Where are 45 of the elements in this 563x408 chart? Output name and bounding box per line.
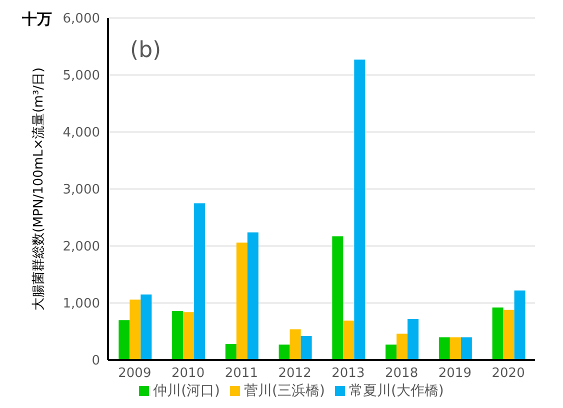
- y-tick-label: 3,000: [62, 182, 100, 198]
- bar: [438, 337, 450, 360]
- bar: [492, 308, 504, 360]
- bar: [118, 320, 130, 360]
- y-tick-label: 2,000: [62, 240, 100, 255]
- x-tick-label: 2011: [224, 366, 258, 382]
- bar: [503, 310, 514, 360]
- bar: [278, 344, 290, 360]
- bar: [450, 337, 461, 360]
- bar: [332, 236, 344, 360]
- x-tick-label: 2019: [438, 366, 472, 382]
- x-tick-label: 2012: [278, 366, 312, 382]
- bar: [194, 203, 206, 360]
- bar: [140, 294, 152, 360]
- x-tick-label: 2020: [492, 366, 525, 382]
- bar: [247, 232, 258, 360]
- bar: [236, 242, 248, 360]
- y-tick-label: 6,000: [62, 12, 100, 27]
- legend-label: 仲川(河口): [153, 383, 220, 399]
- bar: [514, 290, 526, 360]
- bar: [290, 329, 301, 360]
- y-tick-label: 1,000: [62, 296, 100, 312]
- bar: [460, 337, 472, 360]
- y-tick-label: 4,000: [62, 126, 100, 141]
- bar: [343, 320, 354, 360]
- text: 十万: [22, 10, 52, 29]
- bar: [396, 334, 408, 360]
- y-tick-label: 0: [92, 354, 100, 369]
- bar: [300, 336, 312, 360]
- bar: [172, 310, 184, 360]
- x-tick-label: 2013: [332, 366, 365, 382]
- bar: [386, 344, 397, 360]
- bar: [354, 60, 366, 360]
- bar: [130, 300, 141, 360]
- x-tick-label: 2009: [118, 366, 152, 382]
- x-tick-label: 2010: [172, 366, 205, 382]
- legend-label: 菅川(三浜橋): [244, 383, 325, 399]
- y-tick-label: 5,000: [62, 68, 100, 84]
- y-axis-title: 大腸菌群総数(MPN/100mL×流量(m³/日): [30, 67, 47, 311]
- legend-label: 常夏川(大作橋): [348, 383, 444, 399]
- bar: [408, 318, 419, 360]
- x-tick-label: 2018: [385, 366, 418, 382]
- annotation: (b): [130, 38, 162, 63]
- bar: [183, 312, 194, 360]
- bar: [225, 344, 236, 360]
